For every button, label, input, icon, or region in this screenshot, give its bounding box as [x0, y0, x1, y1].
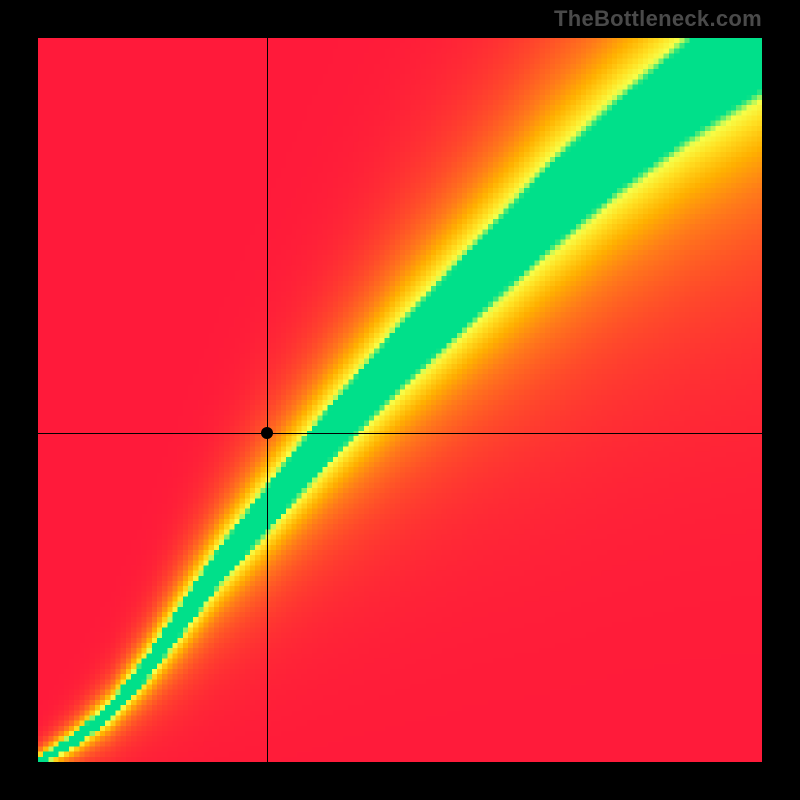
watermark-text: TheBottleneck.com	[554, 6, 762, 32]
heatmap-canvas	[38, 38, 762, 762]
bottleneck-heatmap	[38, 38, 762, 762]
crosshair-vertical	[267, 38, 268, 762]
selection-marker	[261, 427, 273, 439]
crosshair-horizontal	[38, 433, 762, 434]
